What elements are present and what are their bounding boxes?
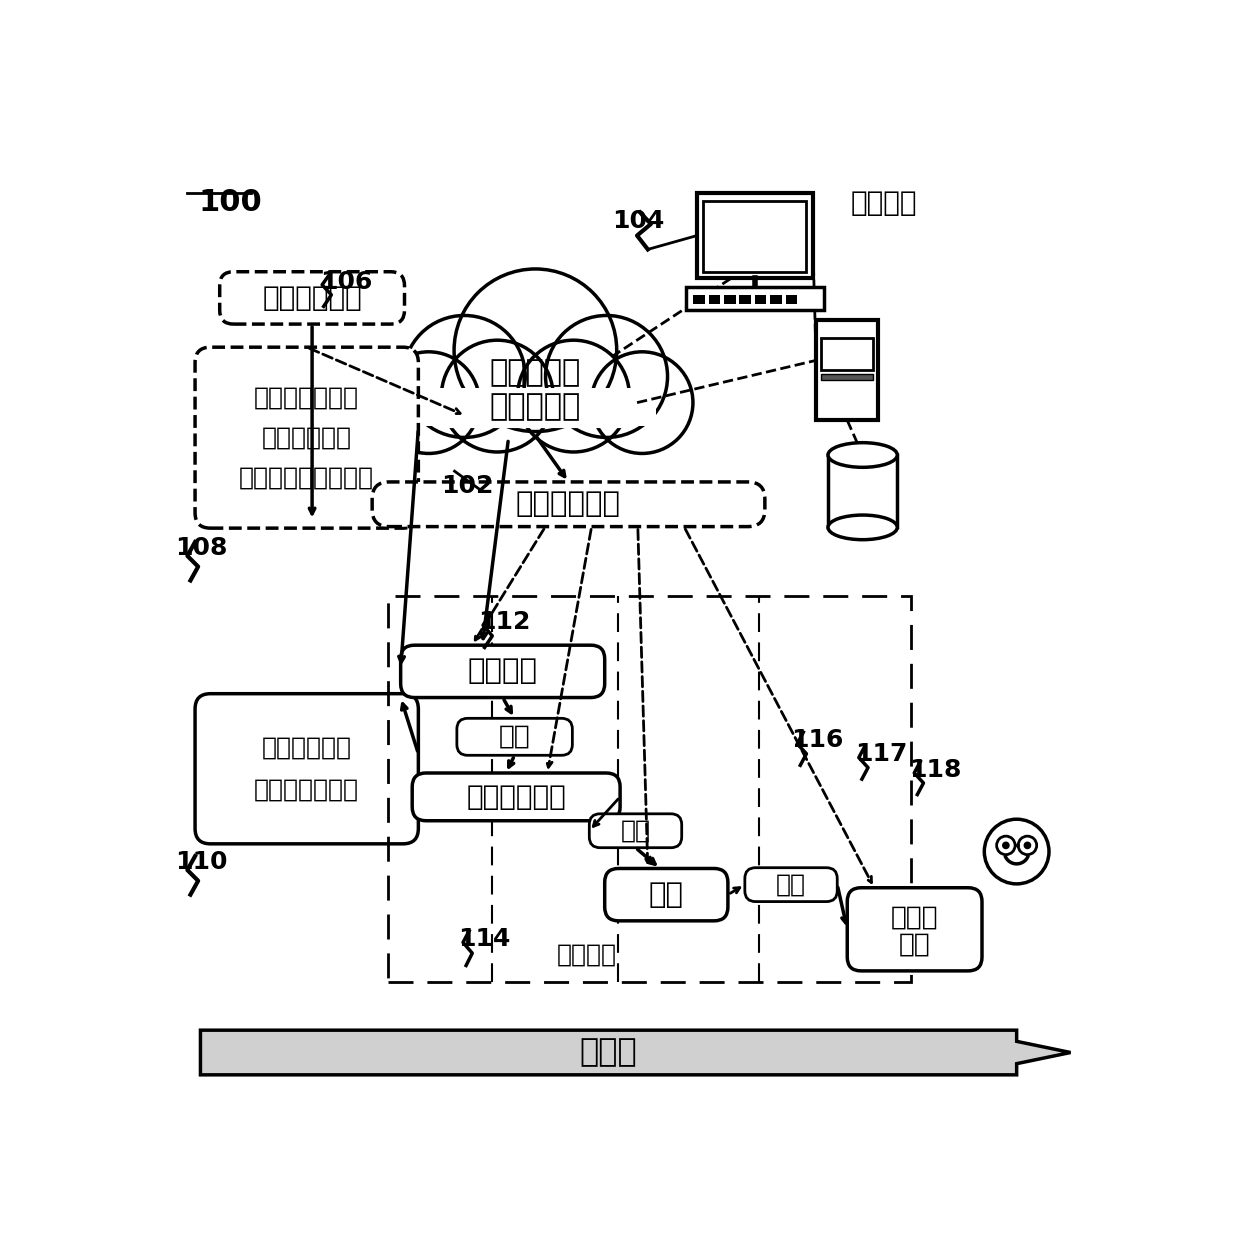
FancyBboxPatch shape [219, 272, 404, 324]
Bar [770, 295, 781, 304]
Text: 零售: 零售 [649, 881, 683, 909]
Text: 116: 116 [791, 728, 843, 753]
Bar [388, 596, 911, 983]
FancyBboxPatch shape [847, 887, 982, 970]
Text: 产品数据: 产品数据 [557, 943, 616, 967]
Text: 合同制造: 合同制造 [467, 657, 538, 685]
FancyBboxPatch shape [589, 813, 682, 847]
Text: 110: 110 [175, 850, 228, 874]
Bar [697, 194, 812, 278]
Circle shape [454, 269, 616, 431]
Text: 100: 100 [198, 187, 262, 216]
Text: 物流: 物流 [776, 872, 806, 896]
Text: 消费者: 消费者 [890, 905, 939, 930]
Text: 外部系统: 外部系统 [851, 190, 918, 217]
Text: 价値链: 价値链 [579, 1037, 637, 1068]
Bar [686, 287, 825, 310]
FancyBboxPatch shape [745, 867, 837, 901]
Bar [755, 295, 766, 304]
Circle shape [403, 316, 526, 437]
Circle shape [1023, 841, 1032, 850]
Circle shape [517, 341, 630, 453]
Text: 标签相关设备: 标签相关设备 [262, 284, 362, 312]
Bar [816, 321, 878, 420]
Circle shape [441, 341, 553, 453]
Text: 转换商、合同: 转换商、合同 [262, 426, 352, 450]
Text: 108: 108 [175, 535, 227, 559]
Text: 分析数据供给: 分析数据供给 [516, 490, 621, 518]
Text: 117: 117 [854, 742, 908, 767]
Text: 114: 114 [459, 926, 511, 952]
Text: 包装商、标签制造商: 包装商、标签制造商 [239, 465, 374, 489]
Bar [693, 295, 704, 304]
FancyBboxPatch shape [195, 347, 418, 528]
Text: 私有品牌标记: 私有品牌标记 [466, 783, 565, 811]
Text: 106: 106 [320, 270, 372, 294]
FancyBboxPatch shape [605, 869, 728, 921]
Circle shape [1002, 841, 1009, 850]
Bar [821, 375, 873, 381]
FancyBboxPatch shape [401, 645, 605, 698]
Ellipse shape [828, 515, 898, 539]
Bar [408, 390, 662, 429]
Circle shape [378, 352, 480, 454]
Text: 用户: 用户 [899, 931, 930, 958]
Bar [786, 295, 797, 304]
Text: 102: 102 [441, 474, 494, 498]
FancyBboxPatch shape [195, 694, 418, 843]
FancyBboxPatch shape [456, 718, 573, 755]
Text: 118: 118 [909, 758, 961, 782]
Text: 具有标签设备的: 具有标签设备的 [254, 386, 360, 410]
Text: 104: 104 [613, 209, 665, 233]
Bar [828, 455, 898, 539]
FancyBboxPatch shape [372, 481, 765, 527]
FancyBboxPatch shape [412, 773, 620, 821]
Bar [708, 295, 720, 304]
Text: 物流: 物流 [498, 724, 531, 750]
Text: 112: 112 [477, 610, 529, 634]
Text: 商品可用性和: 商品可用性和 [262, 735, 352, 759]
Bar [739, 295, 751, 304]
Bar [414, 387, 656, 426]
Bar [724, 295, 735, 304]
Bar [703, 201, 806, 272]
Text: 据管理系统: 据管理系统 [490, 392, 582, 421]
Text: 跟踪和大数: 跟踪和大数 [490, 358, 582, 387]
Text: 其他系统提供商: 其他系统提供商 [254, 778, 360, 802]
Circle shape [546, 316, 667, 437]
Circle shape [985, 820, 1049, 884]
Polygon shape [201, 1031, 1070, 1075]
Circle shape [591, 352, 693, 454]
Text: 物流: 物流 [620, 818, 651, 842]
Bar [821, 338, 873, 371]
Ellipse shape [828, 442, 898, 468]
